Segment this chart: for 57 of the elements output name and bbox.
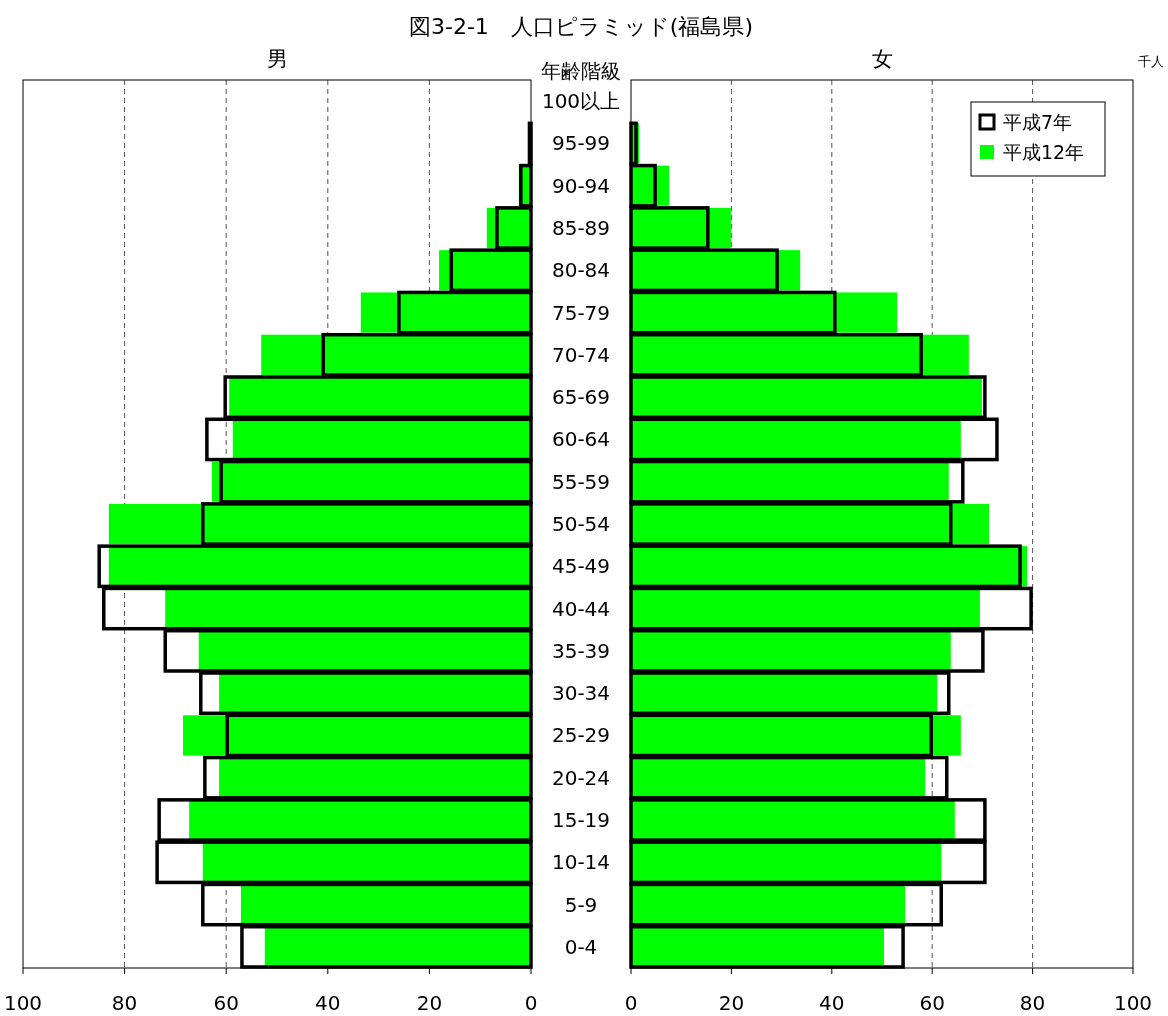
x-tick-label: 40 (819, 991, 845, 1015)
y-tick-label: 0-4 (564, 934, 598, 959)
y-tick-label: 55-59 (551, 469, 611, 494)
y-tick-label: 65-69 (551, 385, 611, 410)
y-tick-label: 95-99 (551, 131, 611, 156)
y-axis-title: 年齢階級 (541, 59, 621, 83)
bar (631, 757, 926, 798)
y-tick-label: 5-9 (564, 892, 598, 917)
bar (202, 842, 531, 883)
y-tick-label: 50-54 (551, 512, 611, 536)
legend-label: 平成12年 (1003, 141, 1085, 163)
y-tick-label: 30-34 (551, 681, 611, 706)
x-tick-label: 20 (718, 991, 745, 1015)
legend-label: 平成7年 (1003, 111, 1073, 133)
y-tick-label: 35-39 (551, 638, 611, 663)
bar (360, 292, 531, 333)
bar (261, 334, 531, 375)
x-tick-label: 40 (315, 991, 341, 1015)
y-tick-label: 80-84 (551, 258, 611, 283)
y-tick-label: 40-44 (551, 596, 611, 621)
y-tick-label: 15-19 (551, 808, 611, 832)
x-tick-label: 20 (416, 991, 443, 1015)
x-tick-label: 60 (213, 991, 239, 1015)
bar (108, 503, 531, 545)
bar (631, 334, 969, 375)
y-tick-label: 70-74 (551, 342, 611, 367)
chart-subtitle: 女 (871, 47, 893, 71)
y-tick-label: 60-64 (551, 427, 611, 452)
bar (183, 715, 531, 756)
y-tick-label: 45-49 (551, 554, 611, 579)
bar (240, 884, 531, 925)
text: 千人 (1138, 54, 1164, 69)
y-tick-label: 20-24 (551, 765, 611, 790)
y-tick-label: 100以上 (541, 89, 621, 114)
x-tick-label: 60 (919, 991, 945, 1015)
x-tick-label: 0 (624, 991, 638, 1015)
bar (264, 926, 531, 967)
bar (631, 630, 951, 671)
y-tick-label: 85-89 (551, 216, 611, 240)
bar (631, 588, 980, 629)
y-tick-label: 75-79 (551, 300, 611, 325)
x-tick-label: 80 (111, 991, 138, 1015)
x-tick-label: 80 (1019, 991, 1046, 1015)
x-tick-label: 0 (524, 991, 538, 1015)
bar (631, 926, 885, 967)
bar (198, 630, 531, 671)
bar (165, 588, 531, 629)
text: 図3-2-1 人口ピラミッド(福島県) (408, 14, 754, 39)
x-tick-label: 100 (1113, 991, 1153, 1015)
y-tick-label: 10-14 (551, 850, 611, 875)
y-tick-label: 90-94 (551, 173, 611, 198)
bar (232, 419, 531, 460)
bar (631, 884, 906, 925)
x-tick-label: 100 (3, 991, 43, 1015)
chart-subtitle: 男 (266, 47, 288, 71)
bar (631, 842, 942, 883)
y-tick-label: 25-29 (551, 723, 611, 748)
